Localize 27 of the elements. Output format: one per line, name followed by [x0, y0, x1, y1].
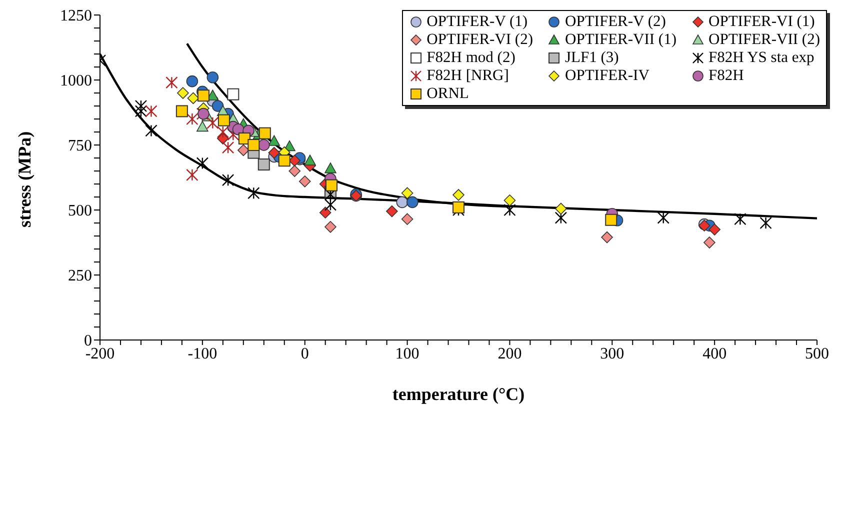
x-tick-label: 400	[702, 345, 727, 362]
legend-label: OPTIFER-VI (2)	[426, 31, 533, 49]
x-tick-label: -100	[188, 345, 218, 362]
legend-label: OPTIFER-V (2)	[565, 13, 666, 31]
y-tick-label: 1250	[60, 8, 92, 25]
legend-label: ORNL	[426, 85, 469, 103]
y-tick-label: 1000	[60, 72, 92, 90]
legend-label: OPTIFER-VII (1)	[565, 31, 676, 49]
x-tick-label: 200	[498, 345, 522, 362]
legend-label: OPTIFER-IV	[565, 67, 650, 85]
y-axis-title: stress (MPa)	[14, 131, 34, 228]
legend-label: F82H mod (2)	[426, 49, 516, 67]
x-tick-label: 0	[300, 345, 309, 362]
y-tick-label: 250	[68, 268, 92, 285]
y-tick-label: 500	[68, 202, 92, 220]
x-tick-label: 300	[600, 345, 624, 362]
legend-label: F82H YS sta exp	[708, 49, 814, 67]
legend-label: JLF1 (3)	[565, 49, 619, 67]
y-tick-label: 750	[68, 138, 92, 155]
legend-label: OPTIFER-VII (2)	[708, 31, 820, 49]
legend-label: OPTIFER-VI (1)	[708, 13, 815, 31]
legend-label: F82H	[708, 67, 744, 85]
legend-label: OPTIFER-V (1)	[426, 13, 528, 31]
x-tick-label: 100	[395, 345, 420, 362]
x-tick-label: 500	[805, 345, 829, 362]
x-axis-title: temperature (°C)	[392, 384, 525, 404]
legend-label: F82H [NRG]	[426, 67, 509, 85]
